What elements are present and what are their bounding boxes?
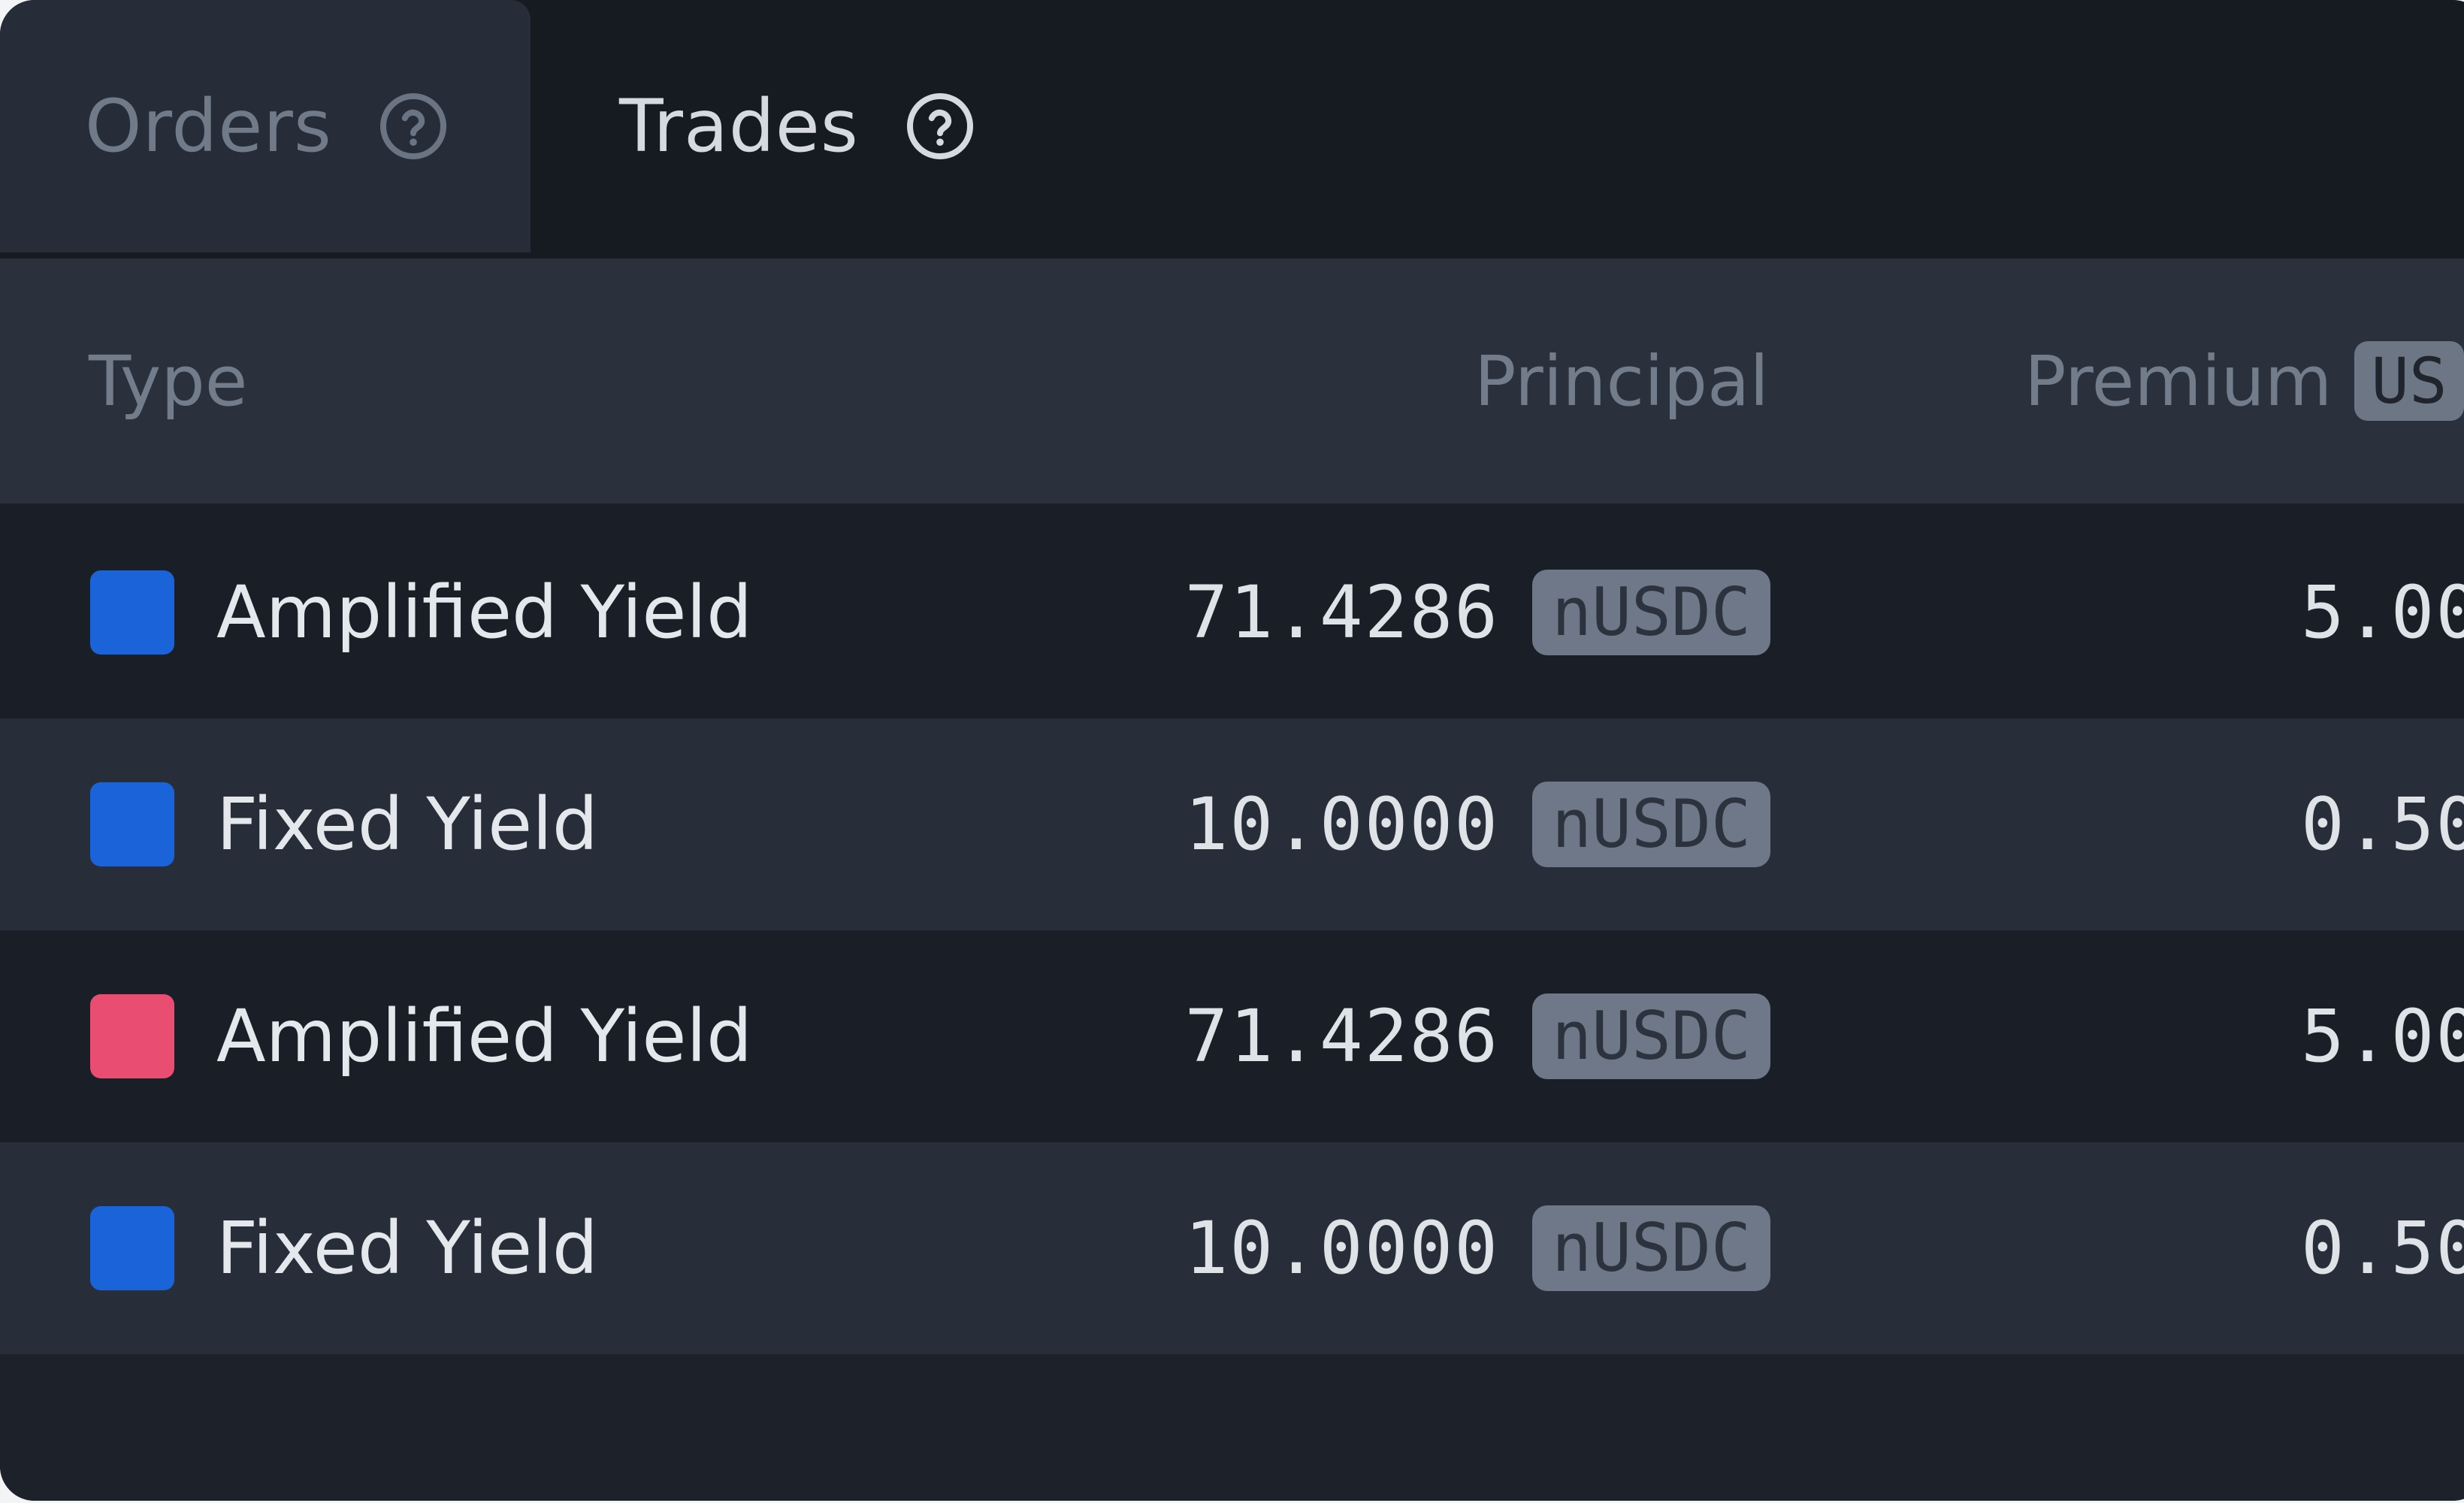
token-badge: nUSDC <box>1532 1205 1770 1291</box>
help-circle-icon[interactable] <box>904 90 976 162</box>
token-badge: nUSDC <box>1532 782 1770 867</box>
type-label: Fixed Yield <box>216 1206 598 1290</box>
type-cell: Amplified Yield <box>90 930 752 1142</box>
principal-value: 71.4286 <box>1184 570 1500 655</box>
type-cell: Fixed Yield <box>90 718 598 930</box>
premium-value: 5.00 <box>2301 570 2464 655</box>
table-row[interactable]: Amplified Yield 71.4286 nUSDC 5.00 <box>0 930 2464 1142</box>
type-color-swatch <box>90 1206 174 1290</box>
table-row[interactable]: Fixed Yield 10.0000 nUSDC 0.50 <box>0 1142 2464 1354</box>
principal-cell: 71.4286 nUSDC <box>1185 930 1770 1142</box>
table-footer <box>0 1354 2464 1501</box>
column-header-premium-label: Premium <box>2024 340 2332 422</box>
table-row[interactable]: Amplified Yield 71.4286 nUSDC 5.00 <box>0 507 2464 718</box>
principal-cell: 10.0000 nUSDC <box>1185 1142 1770 1354</box>
tab-trades[interactable]: Trades <box>531 0 1057 253</box>
column-header-principal[interactable]: Principal <box>1474 340 1769 422</box>
type-color-swatch <box>90 994 174 1078</box>
token-badge: nUSDC <box>1532 993 1770 1079</box>
column-header-premium[interactable]: Premium US <box>2024 259 2464 504</box>
premium-value: 5.00 <box>2301 994 2464 1078</box>
principal-cell: 71.4286 nUSDC <box>1185 507 1770 718</box>
table-body: Amplified Yield 71.4286 nUSDC 5.00 Fixed… <box>0 507 2464 1354</box>
column-header-type[interactable]: Type <box>89 340 248 422</box>
type-label: Fixed Yield <box>216 782 598 866</box>
type-color-swatch <box>90 570 174 655</box>
premium-cell: 5.00 <box>2301 507 2464 718</box>
help-circle-icon[interactable] <box>377 90 449 162</box>
tab-orders[interactable]: Orders <box>0 0 531 253</box>
tab-orders-label: Orders <box>85 84 332 168</box>
premium-cell: 0.50 <box>2301 1142 2464 1354</box>
table-header: Type Principal Premium US <box>0 259 2464 507</box>
principal-value: 10.0000 <box>1184 782 1500 866</box>
principal-cell: 10.0000 nUSDC <box>1185 718 1770 930</box>
type-label: Amplified Yield <box>216 570 753 655</box>
type-color-swatch <box>90 782 174 866</box>
token-badge: nUSDC <box>1532 570 1770 655</box>
type-cell: Amplified Yield <box>90 507 752 718</box>
type-label: Amplified Yield <box>216 994 753 1078</box>
premium-value: 0.50 <box>2301 1206 2464 1290</box>
premium-cell: 0.50 <box>2301 718 2464 930</box>
principal-value: 71.4286 <box>1184 994 1500 1078</box>
premium-cell: 5.00 <box>2301 930 2464 1142</box>
table-row[interactable]: Fixed Yield 10.0000 nUSDC 0.50 <box>0 718 2464 930</box>
premium-unit-badge: US <box>2354 341 2464 421</box>
tab-trades-label: Trades <box>619 84 859 168</box>
type-cell: Fixed Yield <box>90 1142 598 1354</box>
principal-value: 10.0000 <box>1184 1206 1500 1290</box>
premium-value: 0.50 <box>2301 782 2464 866</box>
tab-bar: Orders Trades <box>0 0 2464 259</box>
